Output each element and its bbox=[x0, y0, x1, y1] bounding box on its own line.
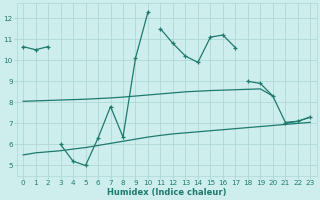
X-axis label: Humidex (Indice chaleur): Humidex (Indice chaleur) bbox=[107, 188, 227, 197]
